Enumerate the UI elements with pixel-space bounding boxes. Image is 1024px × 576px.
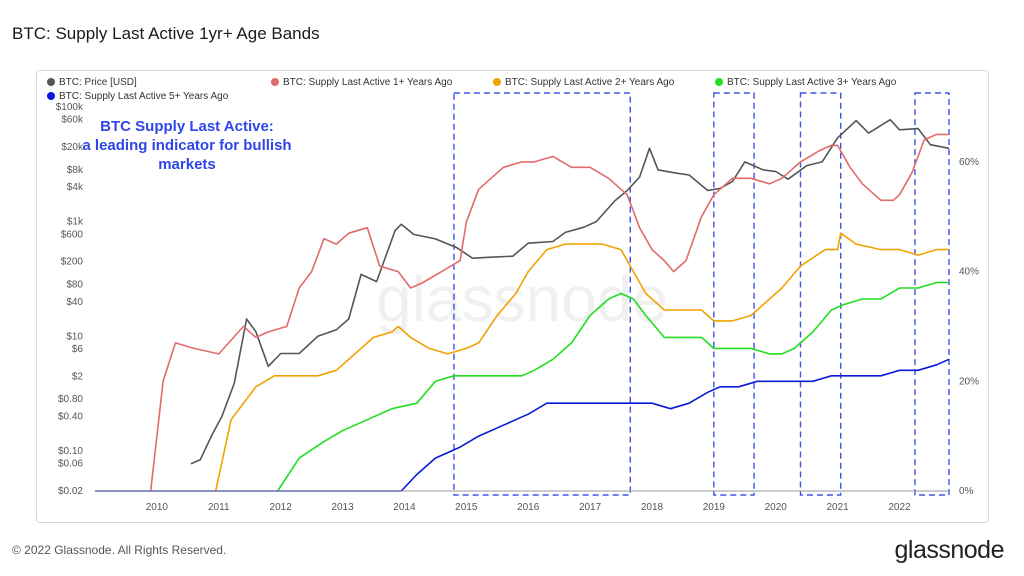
highlight-box-3 xyxy=(799,92,842,496)
y-left-tick-label: $0.40 xyxy=(58,411,83,422)
y-left-tick-label: $600 xyxy=(61,229,84,240)
y-left-tick-label: $8k xyxy=(67,165,84,176)
series-line-3 xyxy=(214,232,949,492)
y-left-tick-label: $0.10 xyxy=(58,446,83,457)
x-tick-label: 2014 xyxy=(393,502,416,513)
legend-entry: BTC: Price [USD] xyxy=(59,77,137,88)
y-left-tick-label: $0.06 xyxy=(58,459,83,470)
chart-svg[interactable]: glassnode 2010 2011 2012 2013 2014 2015 2016 20… xyxy=(37,71,988,522)
x-tick-label: 2019 xyxy=(703,502,726,513)
x-tick-label: 2011 xyxy=(208,502,230,513)
x-tick-label: 2021 xyxy=(826,502,849,513)
y-left-tick-label: $40 xyxy=(66,297,83,308)
y-left-tick-label: $0.02 xyxy=(58,486,83,497)
series-line-4 xyxy=(276,281,949,492)
annotation-line: a leading indicator for bullish xyxy=(82,137,291,154)
legend-marker xyxy=(47,92,55,100)
legend-marker xyxy=(271,78,279,86)
series-line-2 xyxy=(149,133,949,492)
y-left-tick-label: $20k xyxy=(61,142,84,153)
x-tick-label: 2022 xyxy=(888,502,911,513)
y-left-tick-label: $80 xyxy=(66,280,83,291)
legend-marker xyxy=(715,78,723,86)
y-right-tick-label: 20% xyxy=(959,376,979,387)
y-left-tick-label: $200 xyxy=(61,257,84,268)
highlight-box-1 xyxy=(453,92,631,496)
y-left-tick-label: $2 xyxy=(72,371,84,382)
y-left-tick-label: $1k xyxy=(67,217,84,228)
series-line-1 xyxy=(190,118,950,465)
series-line-5 xyxy=(95,358,950,492)
x-tick-label: 2017 xyxy=(579,502,602,513)
watermark-text: glassnode xyxy=(376,263,668,335)
y-left-tick-label: $100k xyxy=(56,102,84,113)
legend-entry: BTC: Supply Last Active 2+ Years Ago xyxy=(505,77,675,88)
legend-entry: BTC: Supply Last Active 3+ Years Ago xyxy=(727,77,897,88)
y-left-tick-label: $0.80 xyxy=(58,394,83,405)
page-title: BTC: Supply Last Active 1yr+ Age Bands xyxy=(12,24,320,43)
chart-frame: glassnode 2010 2011 2012 2013 2014 2015 2016 20… xyxy=(36,70,989,523)
x-tick-label: 2013 xyxy=(331,502,354,513)
y-right-tick-label: 40% xyxy=(959,267,979,278)
annotation-line: BTC Supply Last Active: xyxy=(100,118,274,135)
highlight-box-4 xyxy=(914,92,950,496)
legend-entry: BTC: Supply Last Active 5+ Years Ago xyxy=(59,91,229,102)
y-left-tick-label: $10 xyxy=(66,331,83,342)
x-tick-label: 2016 xyxy=(517,502,540,513)
x-tick-label: 2010 xyxy=(146,502,169,513)
legend-entry: BTC: Supply Last Active 1+ Years Ago xyxy=(283,77,453,88)
x-tick-label: 2020 xyxy=(765,502,788,513)
legend-marker xyxy=(47,78,55,86)
x-tick-label: 2015 xyxy=(455,502,478,513)
copyright-footer: © 2022 Glassnode. All Rights Reserved. xyxy=(12,543,227,557)
y-left-tick-label: $60k xyxy=(61,115,84,126)
y-right-tick-label: 0% xyxy=(959,486,974,497)
x-tick-label: 2012 xyxy=(270,502,293,513)
legend-marker xyxy=(493,78,501,86)
y-left-tick-label: $6 xyxy=(72,344,84,355)
highlight-box-2 xyxy=(713,92,755,496)
y-left-tick-label: $4k xyxy=(67,182,84,193)
annotation-line: markets xyxy=(158,156,216,173)
y-right-tick-label: 60% xyxy=(959,157,979,168)
glassnode-logo[interactable]: glassnode xyxy=(894,536,1005,564)
x-tick-label: 2018 xyxy=(641,502,664,513)
